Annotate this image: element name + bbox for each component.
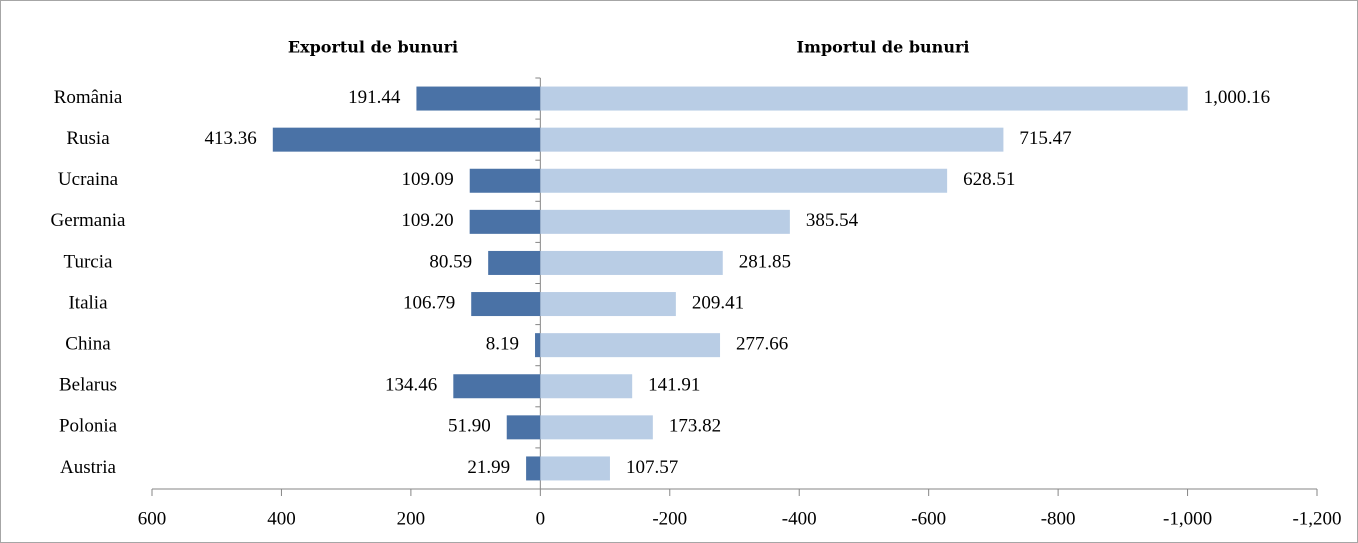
value-label: 173.82 <box>669 416 721 437</box>
bar <box>540 250 723 275</box>
bar <box>540 127 1004 152</box>
bar <box>540 333 721 358</box>
x-tick-label: -200 <box>652 508 687 529</box>
bar <box>453 374 541 399</box>
value-label: 277.66 <box>736 334 788 355</box>
category-label: Rusia <box>66 128 110 149</box>
category-label: Turcia <box>64 251 113 272</box>
value-label: 107.57 <box>626 457 678 478</box>
value-label: 21.99 <box>467 457 510 478</box>
category-label: Belarus <box>59 375 117 396</box>
x-tick-label: -1,000 <box>1163 508 1212 529</box>
value-label: 106.79 <box>403 292 455 313</box>
bar <box>416 86 541 111</box>
bar <box>469 168 541 193</box>
value-label: 413.36 <box>205 128 257 149</box>
bar <box>535 333 541 358</box>
value-label: 1,000.16 <box>1204 87 1271 108</box>
x-tick-label: -800 <box>1041 508 1076 529</box>
value-label: 385.54 <box>806 210 859 231</box>
x-tick-label: 200 <box>397 508 426 529</box>
left-title: Exportul de bunuri <box>288 38 458 57</box>
category-label: România <box>54 87 123 108</box>
value-label: 80.59 <box>429 251 472 272</box>
value-label: 715.47 <box>1019 128 1071 149</box>
bar <box>540 415 653 440</box>
bar <box>506 415 541 440</box>
value-label: 209.41 <box>692 292 744 313</box>
bar <box>469 209 541 234</box>
x-tick-label: 0 <box>536 508 546 529</box>
bar <box>272 127 541 152</box>
value-label: 281.85 <box>739 251 791 272</box>
category-label: Germania <box>51 210 126 231</box>
bar <box>471 292 541 317</box>
value-label: 109.09 <box>401 169 453 190</box>
bar <box>540 86 1188 111</box>
x-tick-label: 400 <box>267 508 296 529</box>
value-label: 109.20 <box>401 210 453 231</box>
value-label: 628.51 <box>963 169 1015 190</box>
bar <box>540 209 790 234</box>
bar <box>540 168 948 193</box>
bar <box>540 374 633 399</box>
value-label: 141.91 <box>648 375 700 396</box>
category-label: China <box>65 334 111 355</box>
x-tick-label: 600 <box>138 508 167 529</box>
x-tick-label: -1,200 <box>1292 508 1341 529</box>
value-label: 51.90 <box>448 416 491 437</box>
value-label: 8.19 <box>486 334 519 355</box>
right-title: Importul de bunuri <box>797 38 970 57</box>
category-label: Polonia <box>59 416 118 437</box>
category-label: Italia <box>68 292 108 313</box>
x-tick-label: -400 <box>782 508 817 529</box>
bar <box>540 456 610 481</box>
bar <box>540 292 676 317</box>
x-tick-label: -600 <box>911 508 946 529</box>
value-label: 191.44 <box>348 87 401 108</box>
bar <box>488 250 541 275</box>
category-label: Austria <box>60 457 117 478</box>
bar <box>526 456 541 481</box>
category-label: Ucraina <box>58 169 119 190</box>
value-label: 134.46 <box>385 375 437 396</box>
